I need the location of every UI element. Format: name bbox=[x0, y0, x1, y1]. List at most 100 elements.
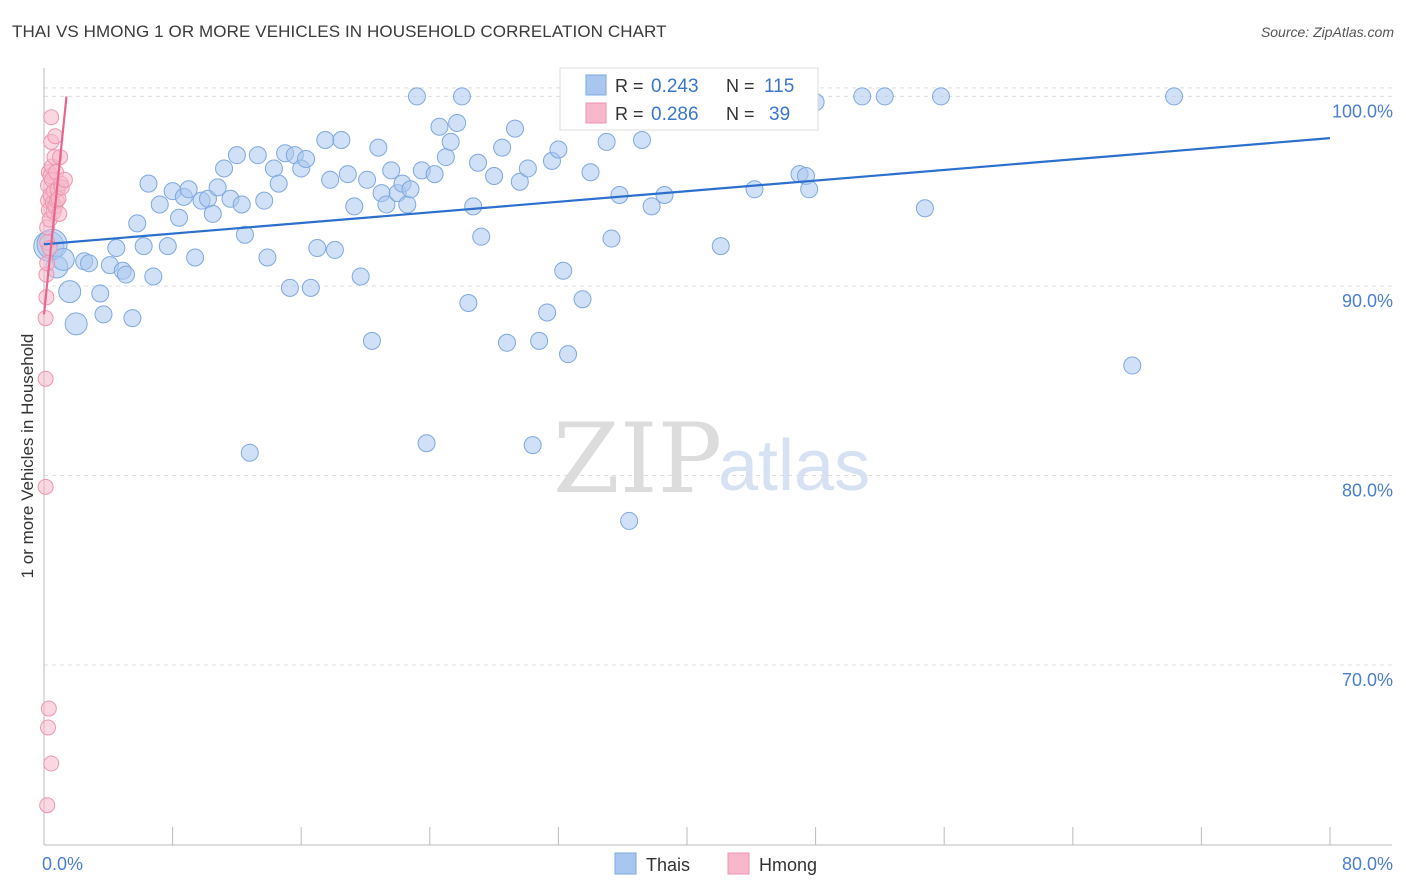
thais-point bbox=[472, 227, 491, 246]
thais-point bbox=[351, 267, 370, 286]
source-label: Source: ZipAtlas.com bbox=[1260, 24, 1394, 40]
thais-point bbox=[602, 229, 621, 248]
thais-point bbox=[485, 167, 504, 186]
hmong-point bbox=[43, 109, 60, 126]
watermark-zip: ZIP bbox=[553, 403, 722, 515]
thais-r-label: R = bbox=[615, 76, 644, 96]
thais-point bbox=[269, 174, 288, 193]
thais-point bbox=[505, 119, 524, 138]
thais-point bbox=[325, 240, 344, 259]
legend-hmong-label: Hmong bbox=[759, 855, 817, 875]
thais-points bbox=[33, 87, 1184, 530]
thais-point bbox=[554, 261, 573, 280]
y-tick-label: 90.0% bbox=[1342, 291, 1393, 311]
thais-point bbox=[227, 146, 246, 165]
thais-point bbox=[203, 204, 222, 223]
thais-point bbox=[464, 197, 483, 216]
thais-point bbox=[523, 436, 542, 455]
axes: 70.0% 80.0% 90.0% 100.0% 0.0% 80.0% bbox=[42, 68, 1393, 874]
legend-hmong-swatch bbox=[727, 852, 750, 875]
thais-point bbox=[232, 195, 251, 214]
thais-point bbox=[530, 331, 549, 350]
thais-point bbox=[362, 331, 381, 350]
thais-point bbox=[1123, 356, 1142, 375]
thais-point bbox=[123, 309, 142, 328]
hmong-point bbox=[37, 310, 54, 327]
hmong-trendline bbox=[42, 96, 68, 315]
stats-legend: R = 0.243 N = 115 R = 0.286 N = 39 bbox=[559, 67, 819, 131]
thais-point bbox=[248, 146, 267, 165]
thais-point bbox=[581, 163, 600, 182]
trendlines bbox=[42, 96, 1331, 315]
thais-point bbox=[94, 305, 113, 324]
thais-r-value: 0.243 bbox=[651, 76, 699, 97]
thais-point bbox=[321, 170, 340, 189]
watermark: ZIP atlas bbox=[553, 403, 870, 515]
thais-point bbox=[170, 208, 189, 227]
chart-title: THAI VS HMONG 1 OR MORE VEHICLES IN HOUS… bbox=[12, 22, 667, 41]
thais-point bbox=[358, 170, 377, 189]
thais-legend-swatch bbox=[585, 74, 607, 96]
thais-point bbox=[345, 197, 364, 216]
thais-point bbox=[186, 248, 205, 267]
thais-point bbox=[280, 278, 299, 297]
thais-point bbox=[915, 199, 934, 218]
thais-point bbox=[258, 248, 277, 267]
thais-point bbox=[150, 195, 169, 214]
thais-point bbox=[158, 237, 177, 256]
hmong-point bbox=[37, 370, 54, 387]
hmong-point bbox=[39, 797, 56, 814]
thais-point bbox=[655, 185, 674, 204]
thais-point bbox=[235, 225, 254, 244]
thais-point bbox=[316, 131, 335, 150]
thais-point bbox=[448, 113, 467, 132]
thais-point bbox=[264, 159, 283, 178]
thais-point bbox=[255, 191, 274, 210]
thais-point bbox=[931, 87, 950, 106]
hmong-r-value: 0.286 bbox=[651, 104, 699, 125]
hmong-r-label: R = bbox=[615, 104, 644, 124]
thais-point bbox=[398, 195, 417, 214]
legend-thais-label: Thais bbox=[646, 855, 690, 875]
thais-point bbox=[452, 87, 471, 106]
thais-point bbox=[620, 511, 639, 530]
thais-point bbox=[549, 140, 568, 159]
hmong-n-label: N = bbox=[726, 104, 755, 124]
thais-point bbox=[382, 161, 401, 180]
thais-point bbox=[853, 87, 872, 106]
thais-point bbox=[308, 239, 327, 258]
thais-point bbox=[215, 159, 234, 178]
grid-lines bbox=[44, 87, 1392, 666]
y-tick-label: 70.0% bbox=[1342, 670, 1393, 690]
watermark-atlas: atlas bbox=[718, 426, 870, 506]
thais-point bbox=[610, 185, 629, 204]
thais-point bbox=[301, 278, 320, 297]
thais-point bbox=[430, 117, 449, 136]
thais-point bbox=[559, 345, 578, 364]
thais-point bbox=[80, 254, 99, 273]
y-tick-label: 100.0% bbox=[1332, 101, 1393, 121]
hmong-point bbox=[43, 755, 60, 772]
thais-point bbox=[179, 180, 198, 199]
thais-point bbox=[642, 197, 661, 216]
thais-point bbox=[875, 87, 894, 106]
thais-point bbox=[91, 284, 110, 303]
thais-point bbox=[139, 174, 158, 193]
hmong-point bbox=[39, 255, 56, 272]
thais-point bbox=[107, 239, 126, 258]
x-tick-label: 0.0% bbox=[42, 854, 83, 874]
thais-point bbox=[538, 303, 557, 322]
thais-point bbox=[745, 180, 764, 199]
hmong-point bbox=[40, 700, 57, 717]
thais-n-label: N = bbox=[726, 76, 755, 96]
thais-point bbox=[417, 434, 436, 453]
y-tick-label: 80.0% bbox=[1342, 480, 1393, 500]
thais-point bbox=[597, 132, 616, 151]
thais-point bbox=[1165, 87, 1184, 106]
thais-point bbox=[58, 280, 82, 304]
thais-point bbox=[436, 148, 455, 167]
thais-point bbox=[425, 165, 444, 184]
thais-point bbox=[573, 290, 592, 309]
thais-point bbox=[332, 131, 351, 150]
